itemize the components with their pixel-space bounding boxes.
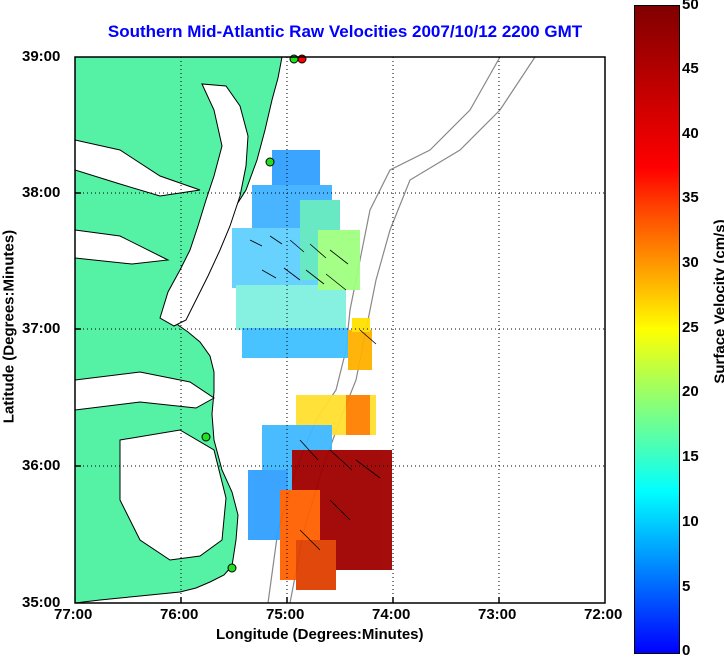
x-tick-label: 72:00 [584, 606, 623, 623]
albemarle-sound [75, 371, 215, 411]
colorbar-label: Surface Velocity (cm/s) [711, 219, 724, 384]
colorbar-tick-label: 0 [682, 642, 691, 659]
colorbar-tick-label: 30 [682, 254, 699, 271]
colorbar-tick-label: 20 [682, 383, 699, 400]
station-marker [289, 54, 299, 64]
x-tick-label: 73:00 [478, 606, 517, 623]
map-title: Southern Mid-Atlantic Raw Velocities 200… [107, 22, 583, 41]
station-marker [201, 432, 211, 442]
colorbar-tick-label: 35 [682, 189, 699, 206]
colorbar-tick-label: 10 [682, 513, 699, 530]
y-tick-label: 39:00 [22, 48, 61, 65]
velocity-field [232, 150, 392, 590]
x-tick-label: 77:00 [54, 606, 93, 623]
y-tick-label: 38:00 [22, 184, 61, 201]
station-markers [201, 54, 307, 573]
colorbar-tick-label: 45 [682, 60, 699, 77]
chesapeake-bay [159, 83, 249, 327]
y-axis-label: Latitude (Degrees:Minutes) [0, 229, 18, 424]
colorbar-tick-label: 15 [682, 448, 699, 465]
x-tick-label: 75:00 [266, 606, 305, 623]
colorbar-tick-label: 40 [682, 125, 699, 142]
y-tick-label: 37:00 [22, 320, 61, 337]
x-axis-label: Longitude (Degrees:Minutes) [216, 626, 424, 643]
grid [75, 57, 605, 603]
bay-inlet-2 [75, 229, 170, 265]
station-marker [227, 563, 237, 573]
axes-frame [74, 56, 606, 604]
y-tick-label: 36:00 [22, 457, 61, 474]
colorbar-tick-label: 5 [682, 578, 691, 595]
pamlico-sound [119, 429, 227, 561]
x-tick-label: 76:00 [160, 606, 199, 623]
x-tick-label: 74:00 [372, 606, 411, 623]
colorbar-tick-label: 25 [682, 319, 699, 336]
colorbar [634, 5, 680, 654]
y-tick-label: 35:00 [22, 594, 61, 611]
velocity-vectors [249, 235, 381, 551]
colorbar-tick-label: 50 [682, 0, 699, 13]
station-marker [265, 157, 275, 167]
station-marker [297, 54, 307, 64]
